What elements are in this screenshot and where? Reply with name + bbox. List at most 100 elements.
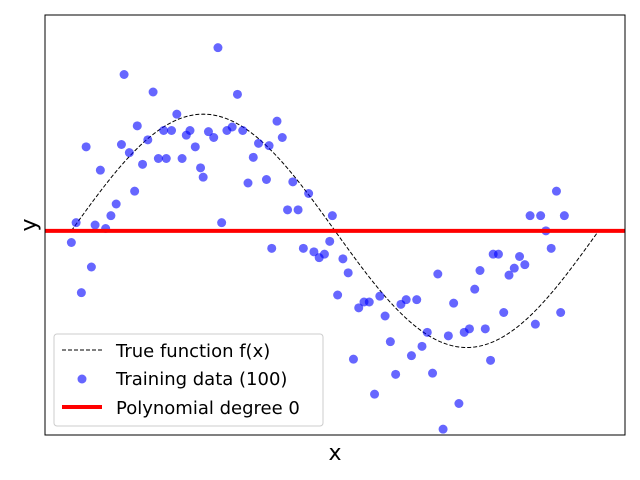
training-data-point bbox=[272, 116, 282, 126]
training-data-point bbox=[406, 351, 416, 361]
training-data-point bbox=[551, 186, 561, 196]
training-data-point bbox=[509, 263, 519, 273]
training-data-point bbox=[470, 284, 480, 294]
training-data-point bbox=[232, 89, 242, 99]
training-data-point bbox=[106, 211, 116, 221]
training-data-point bbox=[124, 148, 134, 158]
training-data-point bbox=[288, 177, 298, 187]
training-data-point bbox=[364, 297, 374, 307]
training-data-point bbox=[438, 424, 448, 434]
training-data-point bbox=[153, 154, 163, 163]
training-data-point bbox=[209, 133, 219, 142]
training-data-point bbox=[433, 269, 443, 279]
x-axis-label: x bbox=[328, 441, 341, 466]
training-data-point bbox=[354, 303, 364, 313]
training-data-point bbox=[167, 126, 177, 135]
training-data-point bbox=[283, 205, 293, 215]
training-data-point bbox=[227, 122, 237, 132]
training-data-point bbox=[375, 291, 385, 301]
training-data-point bbox=[417, 341, 427, 351]
training-data-point bbox=[493, 249, 503, 259]
training-data-point bbox=[486, 355, 496, 365]
training-data-point bbox=[546, 243, 556, 253]
training-data-point bbox=[243, 178, 253, 188]
training-data-point bbox=[515, 252, 525, 261]
training-data-point bbox=[254, 138, 264, 148]
training-data-point bbox=[190, 142, 200, 152]
training-data-point bbox=[443, 331, 453, 341]
training-data-point bbox=[380, 311, 390, 321]
training-data-point bbox=[264, 141, 274, 151]
training-data-point bbox=[177, 154, 187, 163]
plot-area bbox=[45, 43, 625, 434]
training-data-point bbox=[327, 211, 337, 221]
training-data-point bbox=[401, 295, 411, 305]
training-data-point bbox=[343, 268, 353, 278]
training-data-point bbox=[130, 186, 140, 196]
training-data-point bbox=[319, 249, 329, 259]
training-data-point bbox=[333, 290, 343, 300]
training-data-point bbox=[499, 308, 509, 317]
legend-true-function-label: True function f(x) bbox=[115, 341, 270, 362]
training-data-point bbox=[454, 399, 464, 408]
training-data-point bbox=[95, 165, 105, 175]
training-data-point bbox=[298, 243, 308, 253]
training-data-point bbox=[370, 389, 380, 399]
training-data-point bbox=[525, 211, 535, 221]
training-data-point bbox=[338, 254, 348, 264]
training-data-point bbox=[325, 236, 335, 246]
training-data-point bbox=[198, 172, 208, 182]
training-data-point bbox=[81, 142, 91, 152]
training-data-point bbox=[348, 354, 358, 364]
training-data-point bbox=[90, 220, 100, 230]
training-data-series bbox=[66, 43, 569, 434]
training-data-point bbox=[238, 126, 248, 135]
training-data-point bbox=[143, 135, 153, 145]
training-data-point bbox=[148, 87, 158, 97]
training-data-point bbox=[203, 127, 213, 137]
training-data-point bbox=[304, 189, 314, 198]
training-data-point bbox=[159, 126, 169, 135]
training-data-point bbox=[536, 211, 546, 221]
training-data-point bbox=[71, 218, 81, 228]
training-data-point bbox=[86, 262, 96, 272]
training-data-point bbox=[309, 247, 319, 257]
axes-frame bbox=[44, 14, 626, 436]
training-data-point bbox=[422, 327, 432, 337]
training-data-point bbox=[76, 288, 86, 298]
training-data-point bbox=[172, 109, 182, 119]
training-data-point bbox=[559, 211, 569, 221]
training-data-point bbox=[464, 324, 474, 334]
legend-training-data-label: Training data (100) bbox=[115, 369, 287, 390]
training-data-point bbox=[277, 133, 287, 142]
training-data-point bbox=[132, 121, 142, 131]
training-data-point bbox=[267, 243, 277, 253]
training-data-point bbox=[161, 154, 171, 163]
training-data-point bbox=[111, 199, 121, 209]
legend-polynomial-label: Polynomial degree 0 bbox=[116, 398, 300, 419]
training-data-point bbox=[261, 175, 271, 184]
training-data-point bbox=[530, 319, 540, 329]
training-data-point bbox=[116, 140, 126, 149]
training-data-point bbox=[556, 308, 566, 317]
legend: True function f(x) Training data (100) P… bbox=[53, 333, 324, 427]
training-data-point bbox=[475, 266, 485, 275]
training-data-point bbox=[185, 126, 195, 135]
training-data-point bbox=[138, 159, 148, 169]
training-data-point bbox=[449, 298, 459, 308]
y-axis-label: y bbox=[17, 218, 42, 231]
training-data-point bbox=[213, 43, 223, 53]
training-data-point bbox=[293, 205, 303, 215]
legend-training-data-swatch bbox=[77, 374, 87, 384]
training-data-point bbox=[217, 218, 227, 228]
training-data-point bbox=[520, 260, 530, 270]
training-data-point bbox=[412, 295, 422, 305]
legend-box bbox=[53, 333, 324, 427]
training-data-point bbox=[119, 70, 129, 79]
training-data-point bbox=[391, 369, 401, 379]
training-data-point bbox=[480, 324, 490, 334]
training-data-point bbox=[248, 152, 258, 162]
training-data-point bbox=[196, 163, 206, 173]
training-data-point bbox=[428, 368, 438, 378]
